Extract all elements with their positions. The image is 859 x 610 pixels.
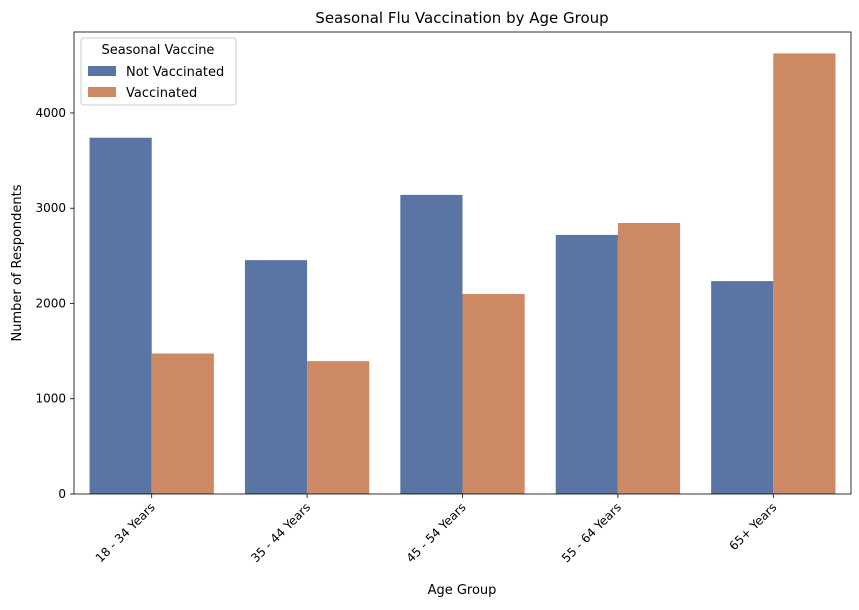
x-tick-label-18-34-years: 18 - 34 Years — [93, 500, 158, 565]
y-axis: 0 1000 2000 3000 4000 — [35, 106, 74, 501]
bar-vaccinated-45-54-years — [462, 293, 525, 494]
bar-not-vaccinated-65-years — [711, 281, 774, 494]
bar-vaccinated-65-years — [773, 53, 836, 495]
bar-not-vaccinated-18-34-years — [89, 137, 152, 495]
legend-swatch-vaccinated — [88, 87, 116, 97]
bar-not-vaccinated-45-54-years — [400, 194, 463, 494]
plot-frame — [73, 31, 852, 495]
legend-swatch-not-vaccinated — [88, 66, 116, 76]
bar-vaccinated-35-44-years — [307, 361, 370, 494]
y-tick-label: 4000 — [35, 106, 66, 120]
y-tick-label: 1000 — [35, 392, 66, 406]
y-axis-title: Number of Respondents — [10, 184, 25, 341]
chart-title: Seasonal Flu Vaccination by Age Group — [315, 9, 608, 27]
bar-vaccinated-55-64-years — [617, 222, 681, 495]
x-tick-label-35-44-years: 35 - 44 Years — [248, 500, 313, 565]
legend: Seasonal Vaccine Not Vaccinated Vaccinat… — [80, 37, 237, 106]
bar-not-vaccinated-55-64-years — [555, 234, 618, 494]
y-tick-label: 3000 — [35, 201, 66, 215]
x-tick-label-55-64-years: 55 - 64 Years — [559, 500, 624, 565]
y-tick-label: 2000 — [35, 296, 66, 310]
x-axis-title: Age Group — [428, 583, 497, 598]
bar-not-vaccinated-35-44-years — [244, 260, 308, 494]
legend-label-vaccinated: Vaccinated — [126, 86, 197, 101]
y-tick-label: 0 — [58, 487, 66, 501]
x-axis: 18 - 34 Years 35 - 44 Years 45 - 54 Years 5… — [93, 494, 780, 565]
legend-label-not-vaccinated: Not Vaccinated — [126, 65, 224, 80]
legend-box — [80, 37, 237, 106]
x-tick-label-65-years: 65+ Years — [727, 500, 780, 553]
legend-title: Seasonal Vaccine — [102, 43, 215, 58]
bars-layer — [89, 53, 836, 495]
x-tick-label-45-54-years: 45 - 54 Years — [404, 500, 469, 565]
bar-vaccinated-18-34-years — [151, 353, 214, 494]
